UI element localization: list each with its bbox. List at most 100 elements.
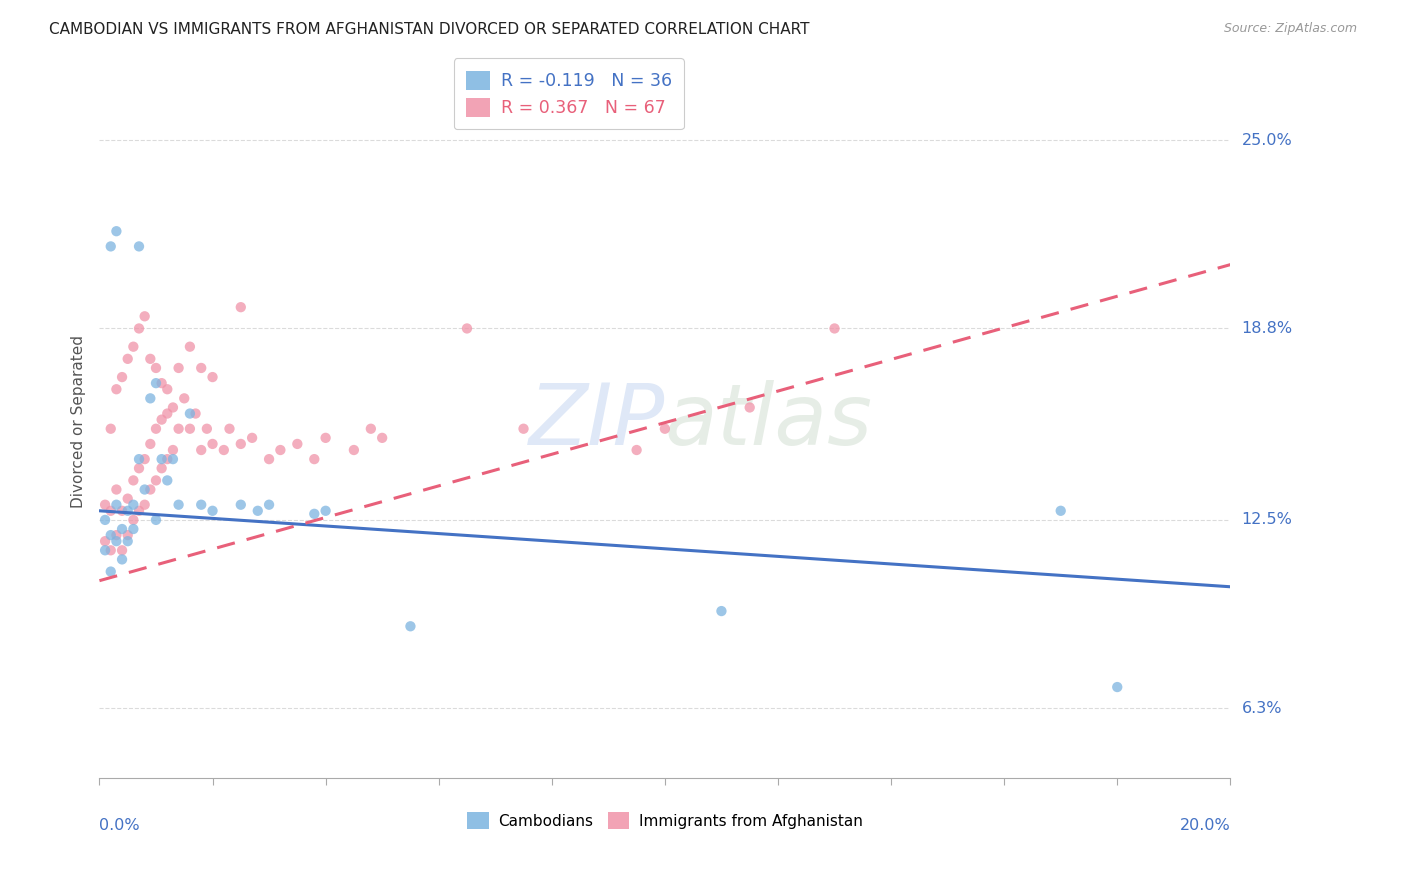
Point (201, 437, 224, 451)
Point (710, 604, 733, 618)
Point (738, 401, 761, 415)
Point (167, 422, 190, 436)
Point (179, 422, 201, 436)
Point (304, 452, 326, 467)
Point (179, 340, 201, 354)
Point (94, 543, 117, 558)
Point (122, 474, 145, 488)
Point (315, 431, 337, 445)
Point (111, 370, 134, 384)
Point (201, 504, 224, 518)
Point (150, 376, 173, 391)
Point (343, 442, 366, 457)
Point (105, 483, 128, 497)
Point (315, 504, 337, 518)
Point (94, 534, 117, 549)
Point (117, 534, 139, 549)
Point (257, 452, 280, 467)
Point (105, 224, 128, 238)
Point (240, 431, 263, 445)
Point (117, 351, 139, 366)
Point (100, 422, 122, 436)
Point (162, 442, 184, 457)
Point (128, 239, 150, 253)
Point (150, 461, 173, 475)
Point (145, 422, 167, 436)
Point (134, 483, 156, 497)
Point (100, 565, 122, 579)
Point (229, 498, 252, 512)
Text: 6.3%: 6.3% (1241, 701, 1282, 715)
Text: ZIP: ZIP (529, 380, 665, 463)
Point (139, 351, 162, 366)
Point (128, 504, 150, 518)
Point (399, 619, 422, 633)
Point (654, 422, 676, 436)
Point (156, 474, 179, 488)
Point (1049, 504, 1071, 518)
Point (111, 552, 134, 566)
Point (218, 422, 240, 436)
Point (190, 498, 212, 512)
Point (122, 522, 145, 536)
Point (156, 407, 179, 421)
Text: 18.8%: 18.8% (1241, 321, 1292, 336)
Point (229, 437, 252, 451)
Point (156, 452, 179, 467)
Y-axis label: Divorced or Separated: Divorced or Separated (72, 334, 86, 508)
Point (100, 239, 122, 253)
Point (371, 431, 394, 445)
Point (145, 376, 167, 391)
Point (94, 498, 117, 512)
Point (128, 321, 150, 335)
Point (122, 340, 145, 354)
Point (117, 491, 139, 506)
Point (105, 498, 128, 512)
Point (139, 392, 162, 406)
Point (179, 407, 201, 421)
Point (1107, 680, 1129, 694)
Point (105, 382, 128, 396)
Point (156, 382, 179, 396)
Point (304, 507, 326, 521)
Point (100, 543, 122, 558)
Point (512, 422, 534, 436)
Point (134, 310, 156, 324)
Point (111, 543, 134, 558)
Point (150, 412, 173, 426)
Point (162, 452, 184, 467)
Point (190, 442, 212, 457)
Point (122, 498, 145, 512)
Point (257, 498, 280, 512)
Text: 12.5%: 12.5% (1241, 512, 1292, 527)
Point (122, 513, 145, 527)
Point (139, 437, 162, 451)
Point (128, 452, 150, 467)
Point (212, 442, 235, 457)
Point (360, 422, 382, 436)
Point (105, 534, 128, 549)
Point (824, 321, 846, 335)
Point (246, 504, 269, 518)
Text: Source: ZipAtlas.com: Source: ZipAtlas.com (1223, 22, 1357, 36)
Text: 25.0%: 25.0% (1241, 133, 1292, 147)
Point (456, 321, 478, 335)
Text: CAMBODIAN VS IMMIGRANTS FROM AFGHANISTAN DIVORCED OR SEPARATED CORRELATION CHART: CAMBODIAN VS IMMIGRANTS FROM AFGHANISTAN… (49, 22, 810, 37)
Point (173, 392, 195, 406)
Legend: Cambodians, Immigrants from Afghanistan: Cambodians, Immigrants from Afghanistan (461, 806, 869, 835)
Point (167, 498, 190, 512)
Point (190, 361, 212, 376)
Point (134, 452, 156, 467)
Point (117, 504, 139, 518)
Point (105, 528, 128, 542)
Point (117, 528, 139, 542)
Point (145, 361, 167, 376)
Point (139, 483, 162, 497)
Point (285, 437, 308, 451)
Point (229, 300, 252, 314)
Point (100, 504, 122, 518)
Text: 0.0%: 0.0% (100, 817, 141, 832)
Point (111, 522, 134, 536)
Text: atlas: atlas (665, 380, 873, 463)
Point (167, 361, 190, 376)
